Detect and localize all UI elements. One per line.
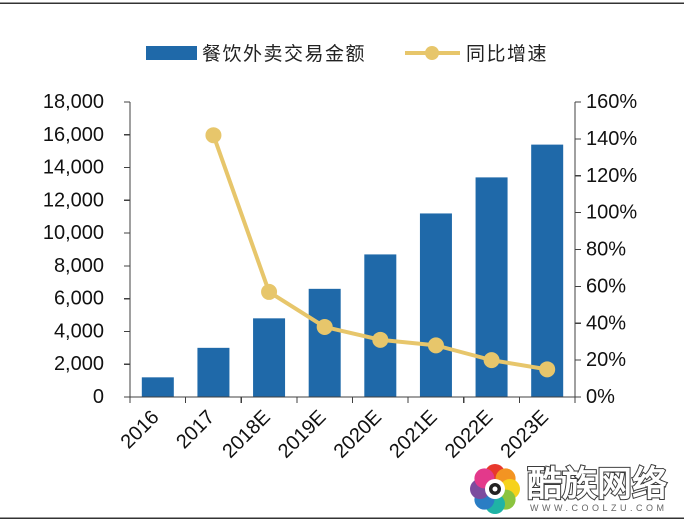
bar-series <box>141 144 564 397</box>
x-tick-label: 2018E <box>218 406 274 462</box>
growth-point-2020E <box>372 331 389 348</box>
x-tick-label: 2017 <box>172 406 219 453</box>
y-right-tick-label: 40% <box>586 312 626 334</box>
x-tick-label: 2023E <box>497 406 553 462</box>
bar-2017 <box>197 347 230 397</box>
x-tick-label: 2016 <box>117 406 164 453</box>
growth-point-2023E <box>539 361 556 378</box>
y-left-tick-label: 8,000 <box>54 255 104 277</box>
growth-point-2022E <box>483 352 500 369</box>
y-left-tick-label: 14,000 <box>43 157 104 179</box>
bar-2021E <box>419 213 452 397</box>
y-left-tick-label: 16,000 <box>43 124 104 146</box>
y-right-tick-label: 120% <box>586 165 637 187</box>
y-right-tick-label: 20% <box>586 349 626 371</box>
bar-2020E <box>364 254 397 397</box>
y-right-tick-label: 140% <box>586 128 637 150</box>
y-left-tick-label: 12,000 <box>43 189 104 211</box>
watermark-brand: 酷族网络 <box>527 464 667 505</box>
x-tick-label: 2020E <box>330 406 386 462</box>
logo-eye-highlight <box>492 486 498 492</box>
y-left-tick-label: 4,000 <box>54 320 104 342</box>
growth-point-2017 <box>205 127 222 144</box>
y-left-tick-label: 10,000 <box>43 222 104 244</box>
growth-point-2021E <box>427 337 444 354</box>
legend: 餐饮外卖交易金额 同比增速 <box>146 43 548 65</box>
growth-point-2019E <box>316 318 333 335</box>
y-right-tick-label: 80% <box>586 239 626 261</box>
y-left-tick-label: 18,000 <box>43 91 104 113</box>
x-tick-label: 2021E <box>385 406 441 462</box>
y-right-tick-label: 100% <box>586 202 637 224</box>
watermark-url: WWW.COOLZU.COM <box>530 503 668 513</box>
bar-2018E <box>253 318 286 397</box>
growth-point-2018E <box>261 283 278 300</box>
watermark-logo-icon <box>470 464 520 514</box>
x-tick-label: 2022E <box>441 406 497 462</box>
y-right-tick-label: 60% <box>586 275 626 297</box>
bar-2016 <box>141 377 174 397</box>
x-tick-label: 2019E <box>274 406 330 462</box>
legend-swatch-bar <box>146 46 197 60</box>
watermark: 酷族网络 WWW.COOLZU.COM <box>470 463 668 514</box>
bar-2023E <box>531 144 564 397</box>
bar-2019E <box>308 288 341 397</box>
y-right-tick-label: 160% <box>586 91 637 113</box>
legend-label-line: 同比增速 <box>466 43 548 65</box>
legend-item-line: 同比增速 <box>405 43 548 65</box>
line-series <box>205 127 556 378</box>
legend-item-bar: 餐饮外卖交易金额 <box>146 43 366 65</box>
y-left-tick-label: 2,000 <box>54 353 104 375</box>
legend-label-bar: 餐饮外卖交易金额 <box>202 43 366 65</box>
y-left-tick-label: 6,000 <box>54 288 104 310</box>
legend-marker-line <box>425 46 439 60</box>
y-right-tick-label: 0% <box>586 386 615 408</box>
y-left-tick-label: 0 <box>93 386 104 408</box>
